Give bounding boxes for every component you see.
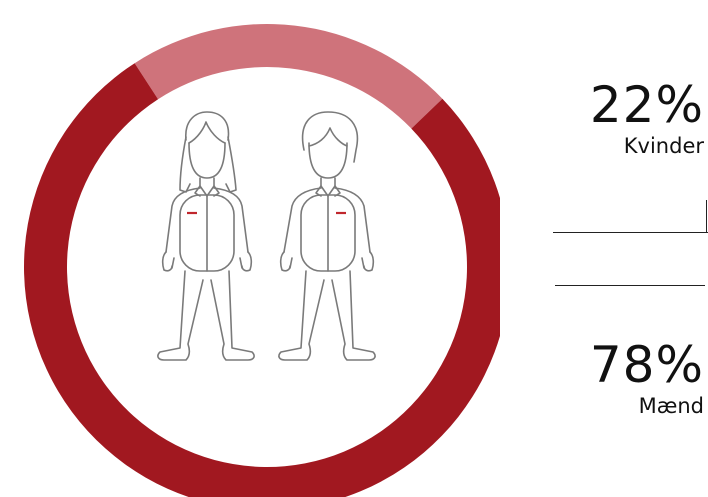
men-percentage: 78% — [589, 336, 704, 394]
women-label: Kvinder — [623, 134, 704, 158]
men-stat: 78% Mænd — [590, 340, 704, 419]
donut-slices — [24, 23, 500, 497]
men-leader-horizontal — [555, 285, 705, 287]
women-percentage: 22% — [589, 76, 704, 134]
donut-slice-women — [134, 23, 443, 129]
women-leader-vertical — [706, 200, 708, 233]
women-stat: 22% Kvinder — [590, 80, 704, 159]
donut-slice-men — [24, 63, 500, 497]
man-figure-icon — [278, 111, 376, 361]
women-leader-horizontal — [553, 232, 708, 234]
woman-figure-icon — [157, 111, 255, 361]
donut-chart — [24, 23, 500, 497]
men-label: Mænd — [638, 394, 704, 418]
